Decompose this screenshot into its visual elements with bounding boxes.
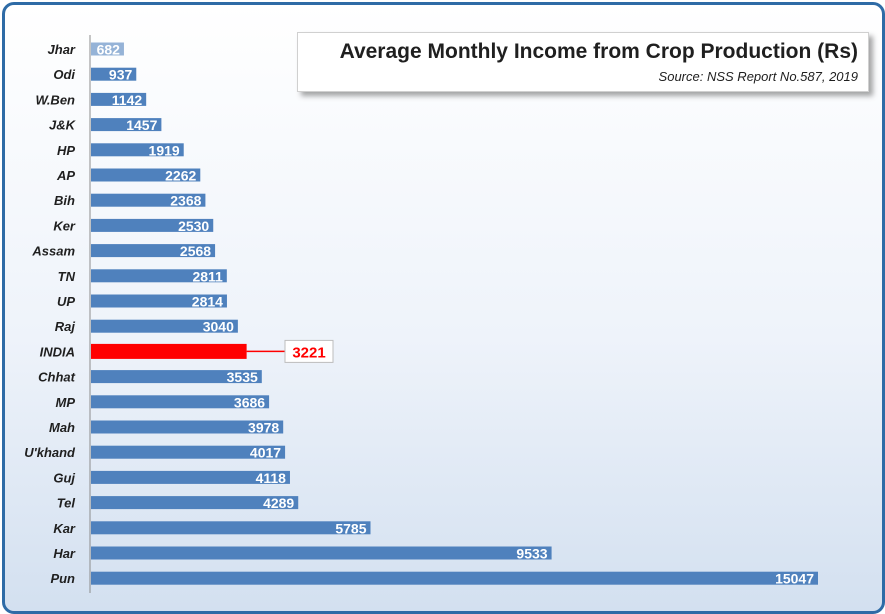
category-label: U'khand [24,445,76,460]
bar [91,496,299,510]
value-label: 3535 [227,369,258,385]
value-label: 1457 [126,117,157,133]
bar [91,445,286,459]
value-label: 5785 [335,520,366,536]
value-label: 4118 [256,470,287,486]
category-label: Pun [50,571,75,586]
bar [91,218,214,232]
bar [91,118,162,132]
bar-chart: Jhar 682 Odi 937 W.Ben 1142 J&K 1457 HP 1919 AP 226… [24,35,818,593]
bar [91,319,238,333]
category-label: Har [53,546,76,561]
category-label: Guj [53,470,75,485]
value-label: 2811 [192,268,223,284]
category-label: Odi [53,67,75,82]
category-label: TN [58,269,76,284]
category-label: Jhar [48,42,76,57]
bar [91,92,147,106]
category-label: MP [56,395,76,410]
bar [91,395,270,409]
value-label: 2568 [180,243,211,259]
chart-title: Average Monthly Income from Crop Product… [339,40,858,63]
bar [91,143,184,157]
value-label: 4289 [263,495,294,511]
category-label: W.Ben [36,92,76,107]
value-label: 4017 [250,445,281,461]
category-label: Bih [54,193,75,208]
category-label: Kar [53,521,76,536]
category-label: Ker [53,218,76,233]
callout-box [284,339,334,363]
category-label: AP [56,168,75,183]
bar [91,269,227,283]
bar [91,294,227,308]
value-label: 3040 [203,319,234,335]
value-label: 2530 [178,218,209,234]
category-label: INDIA [40,344,75,359]
bar [91,470,290,484]
category-label: Raj [55,319,76,334]
chart-subtitle: Source: NSS Report No.587, 2019 [658,69,858,84]
chart-title-box: Average Monthly Income from Crop Product… [297,32,869,92]
value-label: 3978 [248,420,279,436]
callout-value-label: 3221 [292,344,325,361]
bar [91,420,284,434]
bar [91,244,216,258]
value-label: 682 [97,42,121,58]
bar [91,168,201,182]
value-label: 2368 [170,193,201,209]
category-label: Tel [57,496,76,511]
category-label: Chhat [38,370,76,385]
category-label: UP [57,294,75,309]
bar [91,42,124,56]
bar [91,521,371,535]
bar [91,193,206,207]
value-label: 9533 [516,546,547,562]
value-label: 1919 [149,142,180,158]
value-label: 937 [109,67,133,83]
value-label: 2262 [165,168,196,184]
category-label: HP [57,143,75,158]
value-label: 1142 [112,92,143,108]
bar [91,370,262,384]
value-label: 2814 [192,294,223,310]
value-label: 3686 [234,394,265,410]
category-label: Mah [49,420,75,435]
bar [91,546,552,560]
category-label: J&K [49,118,77,133]
bar [91,67,137,81]
highlight-bar [91,343,247,359]
category-label: Assam [31,244,75,259]
bar [91,571,818,585]
value-label: 15047 [775,571,814,587]
